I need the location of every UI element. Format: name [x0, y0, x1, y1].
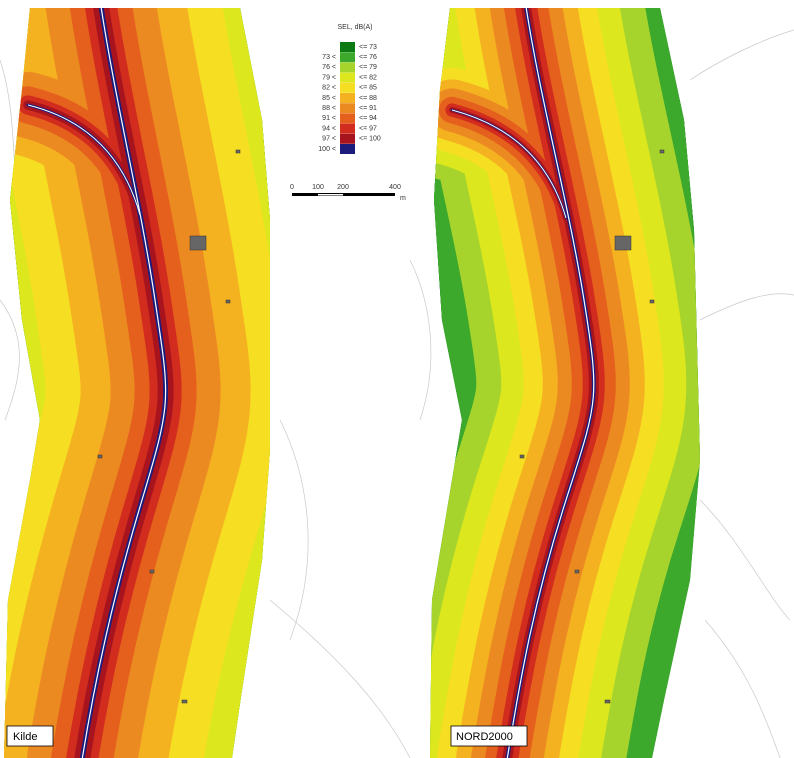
legend-upper: <= 91: [359, 105, 377, 112]
building: [650, 300, 654, 303]
contour-line: [705, 620, 780, 758]
legend-swatch: [340, 113, 355, 123]
panel-label-kilde: Kilde: [7, 726, 53, 746]
contour-line: [410, 260, 431, 420]
legend-swatch: [340, 93, 355, 103]
legend-lower: 97 <: [322, 136, 336, 143]
building: [226, 300, 230, 303]
panel-label: Kilde: [13, 731, 37, 743]
legend-upper: <= 73: [359, 44, 377, 51]
legend-lower: 88 <: [322, 105, 336, 112]
legend-upper: <= 85: [359, 85, 377, 92]
building: [190, 236, 206, 250]
legend-title: SEL, dB(A): [337, 24, 372, 31]
legend-lower: 100 <: [318, 146, 336, 153]
legend-rows: <= 73 73 < <= 76 76 < <= 79 79 < <= 82 82 < <= 8…: [318, 42, 381, 154]
noise-map: [28, 0, 166, 758]
contour-line: [270, 600, 410, 758]
legend-swatch: [340, 42, 355, 52]
panel-label-nord: NORD2000: [451, 726, 527, 746]
legend-swatch: [340, 52, 355, 62]
legend-upper: <= 76: [359, 54, 377, 61]
legend-swatch: [340, 134, 355, 144]
building: [98, 455, 102, 458]
legend-lower: 94 <: [322, 125, 336, 132]
legend-swatch: [340, 73, 355, 83]
legend-swatch: [340, 144, 355, 154]
contour-line: [690, 30, 794, 80]
panel-label: NORD2000: [456, 731, 513, 743]
legend-upper: <= 88: [359, 95, 377, 102]
scale-bar: 0 100 200 400 m: [290, 184, 406, 202]
building: [575, 570, 579, 573]
building: [150, 570, 154, 573]
legend-upper: <= 97: [359, 125, 377, 132]
contour-line: [0, 300, 19, 420]
legend-lower: 76 <: [322, 64, 336, 71]
contour-line: [280, 420, 308, 640]
scale-label: 400: [389, 184, 401, 191]
legend-swatch: [340, 62, 355, 72]
scale-bar-gap: [318, 194, 343, 196]
legend-lower: 91 <: [322, 115, 336, 122]
contour-line: [700, 500, 790, 620]
scale-label: 0: [290, 184, 294, 191]
building: [236, 150, 240, 153]
scale-label: 200: [337, 184, 349, 191]
legend-lower: 85 <: [322, 95, 336, 102]
noise-map: [452, 0, 594, 758]
legend-lower: 82 <: [322, 85, 336, 92]
legend-swatch: [340, 103, 355, 113]
building: [660, 150, 664, 153]
scale-label: 100: [312, 184, 324, 191]
legend-upper: <= 79: [359, 64, 377, 71]
scale-unit: m: [400, 195, 406, 202]
scale-bar-fill: [292, 193, 395, 196]
legend-upper: <= 82: [359, 74, 377, 81]
building: [615, 236, 631, 250]
contour-line: [700, 294, 794, 320]
building: [605, 700, 610, 703]
legend-swatch: [340, 83, 355, 93]
legend-swatch: [340, 124, 355, 134]
legend-lower: 79 <: [322, 74, 336, 81]
building: [520, 455, 524, 458]
legend-upper: <= 94: [359, 115, 377, 122]
building: [182, 700, 187, 703]
map-figure: SEL, dB(A) <= 7373 <<= 7676 <<= 7979 <<=…: [0, 0, 794, 758]
legend-upper: <= 100: [359, 136, 381, 143]
legend-lower: 73 <: [322, 54, 336, 61]
